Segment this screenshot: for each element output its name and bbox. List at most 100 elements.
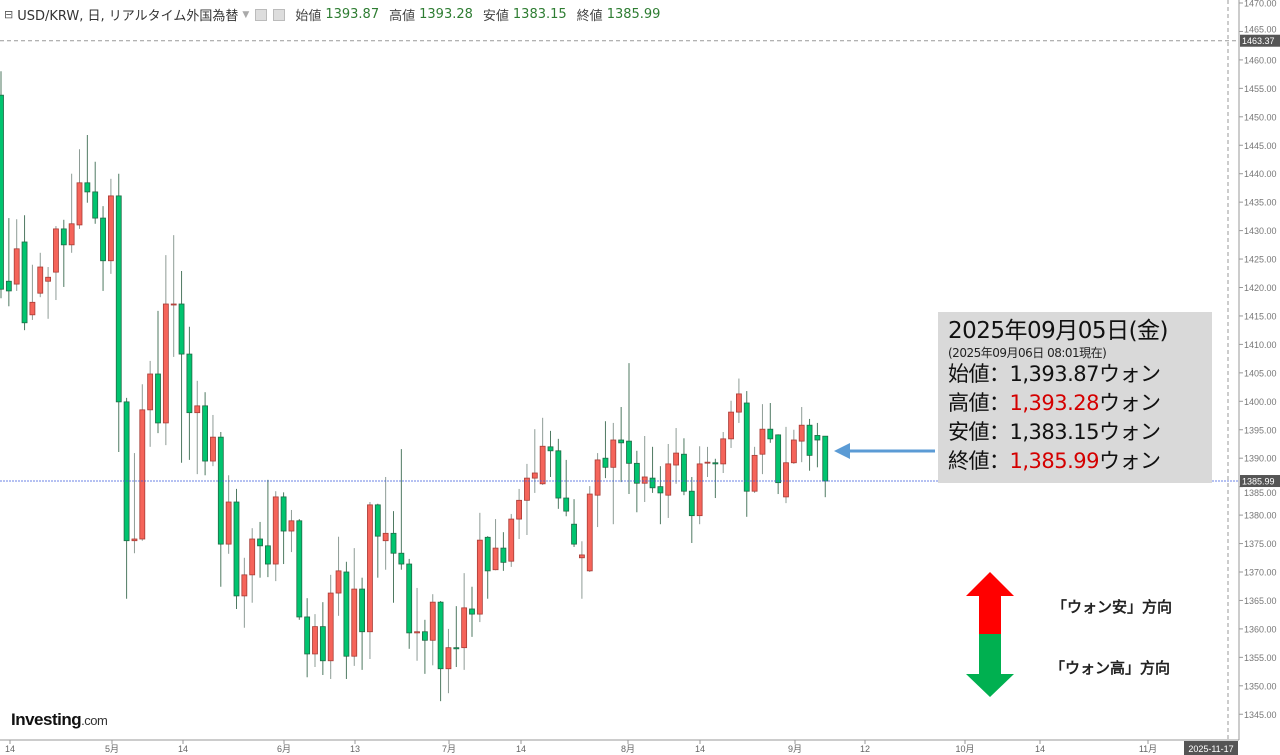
candle[interactable] bbox=[76, 149, 83, 229]
candle[interactable] bbox=[657, 466, 664, 525]
candle[interactable] bbox=[147, 360, 154, 447]
candle[interactable] bbox=[359, 577, 366, 670]
candle[interactable] bbox=[68, 173, 75, 253]
candle[interactable] bbox=[681, 438, 687, 496]
candle[interactable] bbox=[688, 476, 695, 543]
candle[interactable] bbox=[633, 450, 640, 513]
candle[interactable] bbox=[225, 475, 232, 554]
candle[interactable] bbox=[84, 135, 91, 203]
candle[interactable] bbox=[233, 488, 240, 609]
candle[interactable] bbox=[162, 255, 169, 446]
candle[interactable] bbox=[414, 587, 420, 661]
candle[interactable] bbox=[202, 392, 209, 476]
candle[interactable] bbox=[720, 432, 727, 473]
candle[interactable] bbox=[775, 434, 782, 495]
candle[interactable] bbox=[170, 235, 177, 357]
candle[interactable] bbox=[406, 558, 413, 649]
candle[interactable] bbox=[469, 586, 475, 637]
candle[interactable] bbox=[45, 267, 51, 319]
candle[interactable] bbox=[37, 252, 44, 298]
candle[interactable] bbox=[186, 326, 193, 460]
price-axis[interactable]: 1345.00 1350.00 1355.00 1360.00 1365.00 1370.… bbox=[1238, 0, 1277, 740]
candle[interactable] bbox=[296, 519, 303, 620]
candle[interactable] bbox=[539, 417, 546, 485]
candle[interactable] bbox=[547, 430, 554, 477]
candle[interactable] bbox=[586, 486, 593, 572]
candle[interactable] bbox=[351, 548, 358, 666]
candle[interactable] bbox=[814, 422, 821, 468]
candle[interactable] bbox=[249, 528, 256, 603]
candle[interactable] bbox=[272, 491, 279, 582]
candle[interactable] bbox=[649, 446, 656, 493]
candle[interactable] bbox=[335, 536, 342, 616]
candle[interactable] bbox=[123, 397, 130, 599]
candle[interactable] bbox=[382, 476, 389, 570]
candle[interactable] bbox=[92, 161, 99, 224]
candle[interactable] bbox=[563, 459, 570, 517]
candle[interactable] bbox=[602, 421, 609, 479]
candle[interactable] bbox=[0, 71, 4, 299]
candle[interactable] bbox=[29, 264, 36, 320]
candle[interactable] bbox=[767, 403, 774, 443]
candle[interactable] bbox=[759, 404, 766, 475]
visibility-icon[interactable] bbox=[255, 8, 268, 21]
candle[interactable] bbox=[280, 492, 287, 565]
candle[interactable] bbox=[155, 310, 161, 434]
candle[interactable] bbox=[665, 443, 672, 518]
candle[interactable] bbox=[5, 218, 12, 307]
candle[interactable] bbox=[319, 602, 326, 675]
candle[interactable] bbox=[461, 573, 468, 670]
candle[interactable] bbox=[524, 463, 530, 536]
candle[interactable] bbox=[500, 532, 507, 571]
candle[interactable] bbox=[327, 574, 334, 679]
candle[interactable] bbox=[555, 438, 562, 509]
candle[interactable] bbox=[421, 619, 428, 674]
candle[interactable] bbox=[60, 219, 67, 287]
chart-title[interactable]: USD/KRW, 日, リアルタイム外国為替 bbox=[17, 9, 239, 24]
candle[interactable] bbox=[484, 536, 491, 599]
candle[interactable] bbox=[210, 414, 216, 467]
candle[interactable] bbox=[374, 503, 381, 578]
candle[interactable] bbox=[790, 429, 797, 464]
candle[interactable] bbox=[429, 594, 436, 666]
candle[interactable] bbox=[751, 446, 758, 493]
candle[interactable] bbox=[139, 384, 146, 541]
candle[interactable] bbox=[264, 479, 271, 578]
candle[interactable] bbox=[398, 449, 405, 570]
candle[interactable] bbox=[594, 453, 601, 528]
candle[interactable] bbox=[492, 519, 499, 571]
candle[interactable] bbox=[241, 557, 248, 628]
candle[interactable] bbox=[343, 561, 350, 679]
candle[interactable] bbox=[178, 270, 185, 463]
candle[interactable] bbox=[217, 432, 224, 587]
candle[interactable] bbox=[531, 429, 538, 493]
candle[interactable] bbox=[53, 226, 59, 301]
candle[interactable] bbox=[131, 453, 138, 554]
candle[interactable] bbox=[806, 418, 813, 471]
candle[interactable] bbox=[13, 219, 20, 291]
settings-icon[interactable] bbox=[273, 8, 286, 21]
candle[interactable] bbox=[822, 435, 829, 498]
candle[interactable] bbox=[626, 363, 632, 495]
candle[interactable] bbox=[257, 521, 263, 578]
candle[interactable] bbox=[453, 606, 460, 668]
candle[interactable] bbox=[712, 458, 719, 499]
candle[interactable] bbox=[100, 206, 106, 291]
candle[interactable] bbox=[728, 400, 734, 448]
candle[interactable] bbox=[696, 446, 703, 525]
candle[interactable] bbox=[445, 628, 452, 694]
candle[interactable] bbox=[704, 446, 711, 477]
time-axis[interactable]: 14 5月 14 6月 13 7月 14 8月 14 9月 12 10月 14 11月 bbox=[0, 739, 1239, 754]
candle[interactable] bbox=[579, 541, 585, 599]
collapse-icon[interactable]: ⊟ bbox=[4, 8, 14, 21]
candle[interactable] bbox=[21, 215, 28, 331]
candle[interactable] bbox=[610, 422, 617, 525]
chevron-down-icon[interactable]: ▼ bbox=[242, 9, 250, 20]
candle[interactable] bbox=[312, 614, 318, 668]
candle[interactable] bbox=[736, 378, 742, 423]
candle[interactable] bbox=[476, 512, 483, 623]
candle[interactable] bbox=[783, 426, 789, 504]
candle[interactable] bbox=[288, 509, 295, 553]
candle[interactable] bbox=[641, 436, 648, 503]
